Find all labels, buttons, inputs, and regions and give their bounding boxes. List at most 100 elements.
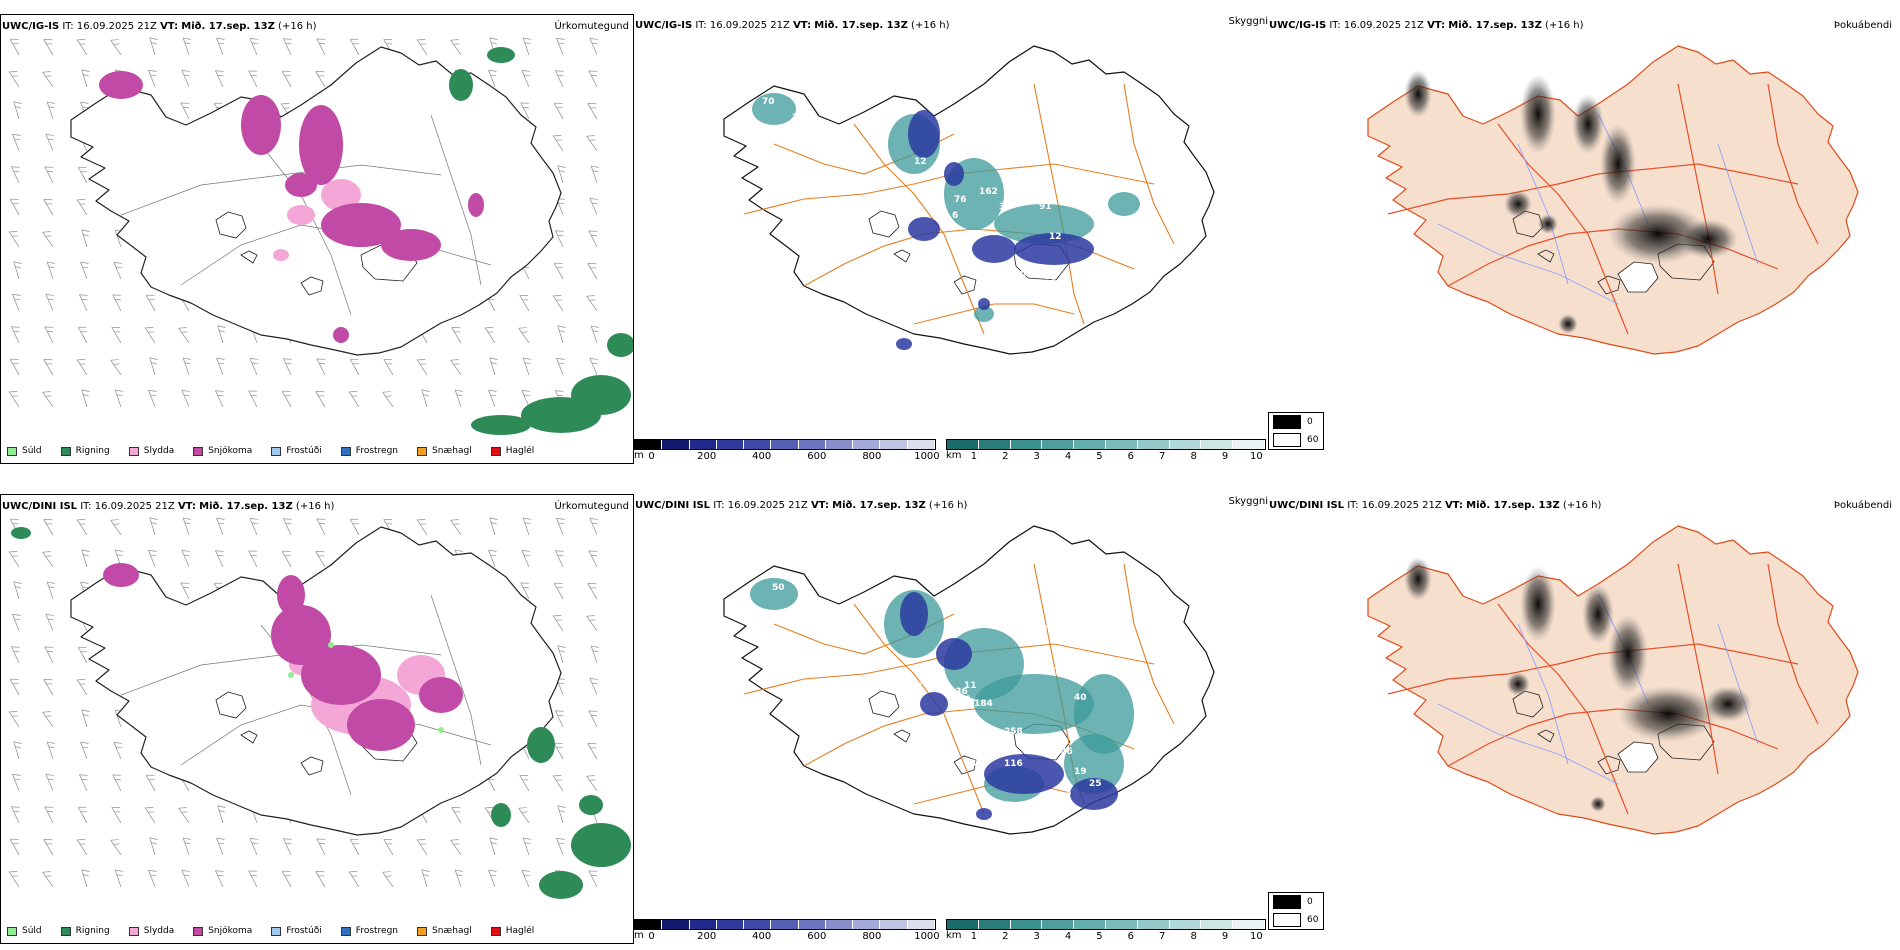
colorbar-cell	[947, 920, 979, 929]
legend-item: Súld	[1, 446, 42, 456]
colorbar-tick: 3	[1033, 451, 1040, 462]
visibility-label: 21	[959, 695, 972, 705]
visibility-label: 116	[1004, 759, 1023, 769]
legend-swatch	[417, 446, 428, 456]
visibility-label: 83	[964, 759, 977, 769]
legend-swatch	[417, 926, 428, 936]
colorbar-ticks: 1 2 3 4 5 6 7 8 9 10	[946, 450, 1266, 462]
visibility-unit: km	[946, 930, 962, 941]
visibility-panel-2: UWC/DINI ISL IT: 16.09.2025 21Z VT: Mið.…	[634, 494, 1268, 944]
colorbar-tick: 8	[1190, 451, 1197, 462]
visibility-label: 91	[1039, 202, 1052, 212]
colorbar-tick: 4	[1064, 931, 1072, 942]
colorbar-cell	[689, 920, 717, 929]
visibility-label: 774	[1054, 667, 1073, 677]
visibility-label: 79	[1034, 185, 1047, 195]
colorbar-tick: 6	[1127, 931, 1135, 942]
visibility-label: 106	[1044, 279, 1063, 289]
legend-value: 60	[1307, 915, 1319, 925]
precip-type-panel-2: UWC/DINI ISL IT: 16.09.2025 21Z VT: Mið.…	[0, 494, 634, 944]
panel-tag: Þokuábendi	[1833, 20, 1892, 31]
legend-item: Haglél	[485, 446, 534, 456]
colorbar-tick: 3	[1033, 931, 1040, 942]
visibility-colorbar: 1 2 3 4 5 6 7 8 9 10	[946, 439, 1266, 462]
colorbar-tick: 8	[1190, 931, 1197, 942]
legend-label: Rigning	[75, 446, 110, 456]
legend-label: Slydda	[143, 926, 175, 936]
legend-swatch	[128, 926, 139, 936]
colorbar-tick: 600	[807, 931, 827, 942]
visibility-label: 96	[994, 815, 1007, 825]
visibility-label: 94	[919, 677, 932, 687]
precip-type-legend: Súld Rigning Slydda Snjókoma Frostúði Frostre…	[1, 443, 547, 459]
colorbar-tick: 1000	[914, 931, 940, 942]
legend-swatch	[1273, 415, 1301, 429]
colorbar-cell	[744, 920, 772, 929]
visibility-label: 76	[954, 195, 967, 205]
colorbar-strip	[946, 439, 1266, 450]
colorbar-tick: 0	[648, 451, 655, 462]
legend-item: Snjókoma	[187, 926, 252, 936]
visibility-label: 184	[974, 699, 993, 709]
colorbar-cell	[662, 920, 690, 929]
colorbar-tick: 5	[1096, 451, 1103, 462]
colorbar-tick: 2	[1002, 931, 1009, 942]
colorbar-tick: 10	[1250, 931, 1263, 942]
legend-swatch	[340, 446, 351, 456]
colorbar-strip	[634, 439, 936, 450]
legend-item: Snjókoma	[187, 446, 252, 456]
legend-swatch	[1273, 895, 1301, 909]
colorbar-cell	[1042, 920, 1075, 929]
visibility-label: 102	[974, 289, 993, 299]
colorbar-tick: 4	[1064, 451, 1072, 462]
colorbar-ticks: 0 200 400 600 800 1000	[634, 450, 939, 462]
colorbar-tick: 10	[1250, 451, 1263, 462]
legend-label: Súld	[22, 926, 42, 936]
legend-item: Haglél	[485, 926, 535, 936]
visibility-label: 40	[1074, 693, 1087, 703]
colorbar-cell	[907, 440, 935, 449]
colorbar-cell	[1233, 440, 1265, 449]
legend-item: Frostregn	[335, 926, 398, 936]
cloud-base-height-colorbar: 0 200 400 600 800 1000	[634, 919, 940, 942]
colorbar-cell	[907, 920, 935, 929]
visibility-label: 377	[1029, 625, 1048, 635]
legend-label: Snæhagl	[432, 926, 472, 936]
colorbar-tick: 9	[1221, 451, 1229, 462]
colorbar-cell	[635, 440, 663, 449]
colorbar-tick: 800	[862, 451, 882, 462]
colorbar-tick: 400	[752, 451, 772, 462]
colorbar-tick: 200	[697, 931, 717, 942]
visibility-panel-1: UWC/IG-IS IT: 16.09.2025 21Z VT: Mið. 17…	[634, 14, 1268, 464]
panel-title: UWC/DINI ISL IT: 16.09.2025 21Z VT: Mið.…	[1269, 500, 1602, 511]
legend-value: 0	[1307, 417, 1313, 427]
colorbar-strip	[946, 919, 1266, 930]
colorbar-cell	[1201, 440, 1234, 449]
colorbar-cell	[853, 920, 881, 929]
visibility-label: 23	[792, 113, 805, 123]
legend-item: Súld	[1, 926, 42, 936]
colorbar-tick: 5	[1096, 931, 1103, 942]
legend-swatch	[490, 926, 501, 936]
colorbar-cell	[1169, 920, 1202, 929]
visibility-label: 26	[1129, 239, 1142, 249]
legend-item: Frostúði	[265, 446, 322, 456]
colorbar-cell	[1137, 440, 1170, 449]
legend-label: Haglél	[505, 926, 535, 936]
colorbar-tick: 1	[970, 931, 978, 942]
panel-tag: Þokuábendi	[1833, 500, 1892, 511]
panel-title: UWC/IG-IS IT: 16.09.2025 21Z VT: Mið. 17…	[635, 20, 950, 31]
fog-indicator-map	[1367, 525, 1859, 835]
precip-type-panel-1: UWC/IG-IS IT: 16.09.2025 21Z VT: Mið. 17…	[0, 14, 634, 464]
legend-item: Snæhagl	[411, 926, 472, 936]
legend-label: Rigning	[75, 926, 110, 936]
colorbar-cell	[1105, 440, 1138, 449]
legend-label: Frostregn	[355, 446, 399, 456]
fog-indicator-legend: 0 60	[1268, 412, 1324, 450]
legend-swatch	[7, 446, 17, 456]
colorbar-tick: 9	[1221, 931, 1229, 942]
precip-type-map	[8, 37, 633, 435]
visibility-colorbar: 1 2 3 4 5 6 7 8 9 10	[946, 919, 1266, 942]
legend-swatch	[490, 446, 501, 456]
